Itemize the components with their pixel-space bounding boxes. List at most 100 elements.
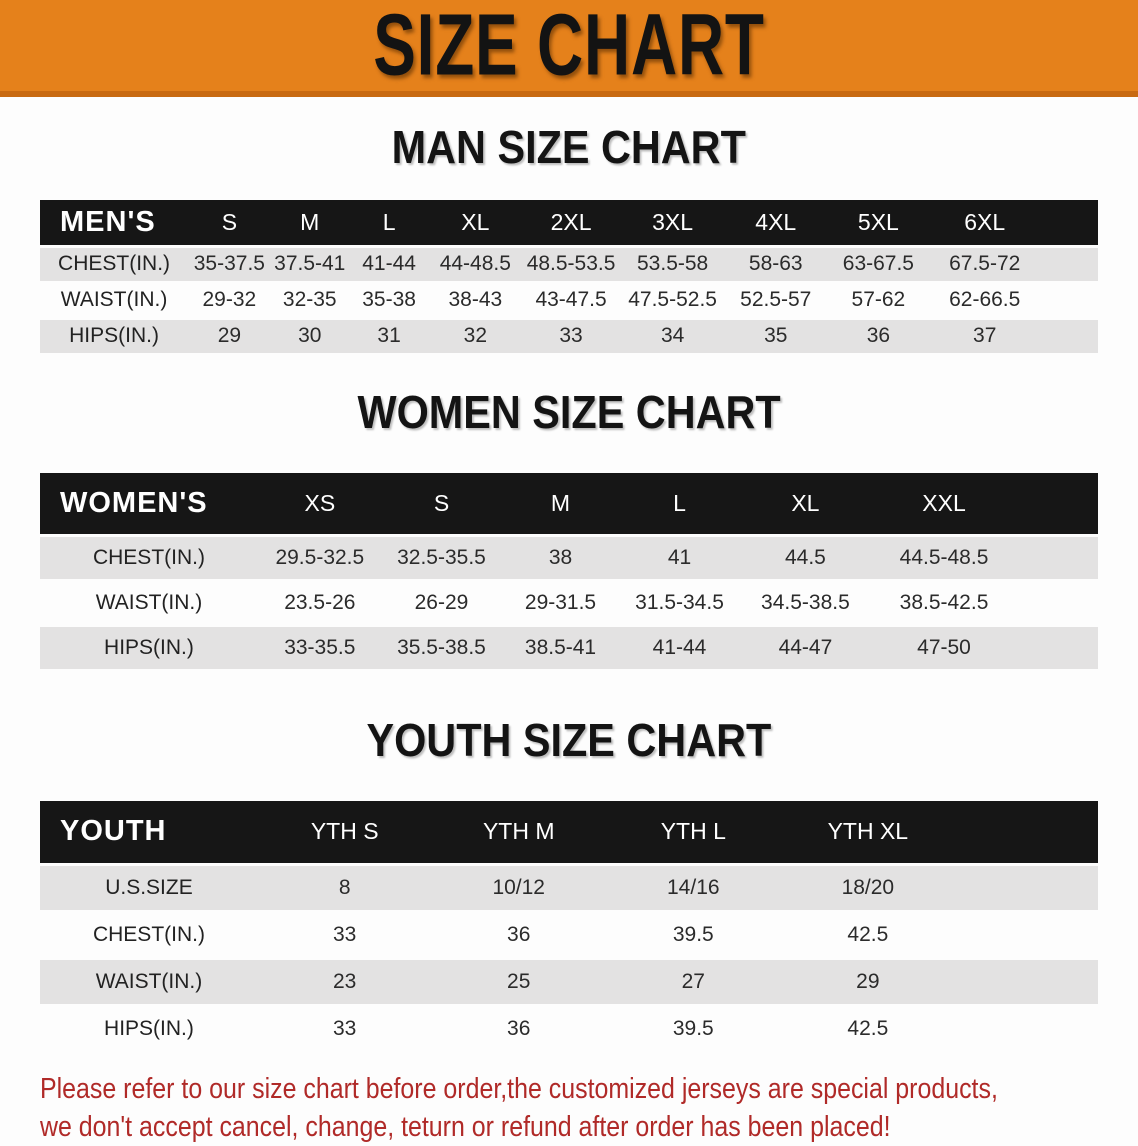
filler-cell	[955, 864, 1098, 913]
table-cell: 34	[620, 318, 725, 356]
men-section-heading: MAN SIZE CHART	[0, 121, 1138, 182]
size-column-header: L	[619, 472, 740, 537]
table-row: WAIST(IN.) 23.5-26 26-29 29-31.5 31.5-34.5 34…	[40, 580, 1098, 627]
table-cell: 36	[431, 911, 606, 960]
table-row: CHEST(IN.) 35-37.5 37.5-41 41-44 44-48.5 48.5…	[40, 246, 1098, 284]
table-cell: 32	[429, 318, 522, 356]
size-column-header: 3XL	[620, 200, 725, 248]
row-label: WAIST(IN.)	[40, 282, 189, 320]
table-cell: 47.5-52.5	[620, 282, 725, 320]
filler-cell	[1039, 246, 1098, 284]
table-cell: 38.5-42.5	[871, 580, 1017, 627]
table-cell: 27	[606, 958, 781, 1007]
table-row: HIPS(IN.) 33-35.5 35.5-38.5 38.5-41 41-44 44-…	[40, 625, 1098, 672]
filler-cell	[955, 1005, 1098, 1054]
table-cell: 67.5-72	[929, 246, 1040, 284]
table-cell: 44.5	[739, 535, 872, 582]
size-column-header: 2XL	[521, 200, 621, 248]
table-cell: 42.5	[780, 1005, 956, 1054]
table-row: CHEST(IN.) 33 36 39.5 42.5	[40, 911, 1098, 960]
table-cell: 33	[257, 1005, 432, 1054]
row-label: HIPS(IN.)	[40, 318, 189, 356]
disclaimer-line-2: we don't accept cancel, change, teturn o…	[40, 1110, 891, 1143]
filler-cell	[1016, 580, 1098, 627]
size-column-header: 5XL	[827, 200, 930, 248]
women-section-heading-text: WOMEN SIZE CHART	[357, 385, 781, 438]
table-row: HIPS(IN.) 29 30 31 32 33 34 35 36 37	[40, 318, 1098, 356]
table-cell: 31.5-34.5	[619, 580, 740, 627]
size-column-header: S	[188, 200, 271, 248]
table-cell: 38	[501, 535, 620, 582]
banner: SIZE CHART	[0, 0, 1138, 97]
row-label: HIPS(IN.)	[40, 625, 258, 672]
table-cell: 34.5-38.5	[739, 580, 872, 627]
table-cell: 10/12	[431, 864, 606, 913]
table-cell: 44-47	[739, 625, 872, 672]
youth-section-heading-text: YOUTH SIZE CHART	[366, 714, 772, 766]
men-section-heading-text: MAN SIZE CHART	[391, 121, 747, 173]
size-column-header: S	[381, 472, 502, 537]
table-header-row: WOMEN'S XS S M L XL XXL	[40, 472, 1098, 537]
filler-cell	[1039, 318, 1098, 356]
table-cell: 32.5-35.5	[381, 535, 502, 582]
table-cell: 35.5-38.5	[381, 625, 502, 672]
table-cell: 35-38	[348, 282, 430, 320]
youth-section-heading: YOUTH SIZE CHART	[0, 714, 1138, 775]
table-corner-label: WOMEN'S	[40, 472, 258, 537]
filler-cell	[1016, 472, 1098, 537]
size-column-header: YTH XL	[780, 801, 956, 866]
table-cell: 41	[619, 535, 740, 582]
table-cell: 14/16	[606, 864, 781, 913]
size-column-header: L	[348, 200, 430, 248]
table-cell: 44-48.5	[429, 246, 522, 284]
filler-cell	[955, 801, 1098, 866]
table-cell: 47-50	[871, 625, 1017, 672]
table-cell: 48.5-53.5	[521, 246, 621, 284]
table-cell: 26-29	[381, 580, 502, 627]
table-cell: 8	[257, 864, 432, 913]
table-cell: 44.5-48.5	[871, 535, 1017, 582]
table-cell: 53.5-58	[620, 246, 725, 284]
filler-cell	[1039, 200, 1098, 248]
row-label: U.S.SIZE	[40, 864, 258, 913]
table-cell: 38-43	[429, 282, 522, 320]
table-cell: 25	[431, 958, 606, 1007]
size-column-header: XS	[257, 472, 382, 537]
table-cell: 23	[257, 958, 432, 1007]
table-cell: 62-66.5	[929, 282, 1040, 320]
filler-cell	[1016, 625, 1098, 672]
page-title: SIZE CHART	[373, 0, 765, 94]
disclaimer-line-1: Please refer to our size chart before or…	[40, 1072, 998, 1105]
table-header-row: MEN'S S M L XL 2XL 3XL 4XL 5XL 6XL	[40, 200, 1098, 248]
table-cell: 52.5-57	[724, 282, 828, 320]
filler-cell	[955, 911, 1098, 960]
row-label: CHEST(IN.)	[40, 911, 258, 960]
youth-size-table: YOUTH YTH S YTH M YTH L YTH XL U.S.SIZE 8 10/1…	[40, 801, 1098, 1054]
table-cell: 29	[188, 318, 271, 356]
row-label: CHEST(IN.)	[40, 535, 258, 582]
size-column-header: XL	[429, 200, 522, 248]
disclaimer-note: Please refer to our size chart before or…	[40, 1070, 1138, 1146]
table-cell: 57-62	[827, 282, 930, 320]
table-cell: 37.5-41	[270, 246, 349, 284]
table-corner-label: MEN'S	[40, 200, 189, 248]
table-cell: 39.5	[606, 1005, 781, 1054]
table-row: WAIST(IN.) 29-32 32-35 35-38 38-43 43-47.5 47.…	[40, 282, 1098, 320]
table-cell: 23.5-26	[257, 580, 382, 627]
table-cell: 29-31.5	[501, 580, 620, 627]
table-cell: 33	[521, 318, 621, 356]
mens-size-table: MEN'S S M L XL 2XL 3XL 4XL 5XL 6XL CHEST(IN.) 35-3…	[40, 200, 1098, 356]
table-cell: 38.5-41	[501, 625, 620, 672]
table-cell: 58-63	[724, 246, 828, 284]
table-cell: 36	[431, 1005, 606, 1054]
table-cell: 18/20	[780, 864, 956, 913]
table-row: CHEST(IN.) 29.5-32.5 32.5-35.5 38 41 44.5 44.5…	[40, 535, 1098, 582]
row-label: WAIST(IN.)	[40, 580, 258, 627]
size-column-header: YTH S	[257, 801, 432, 866]
table-row: U.S.SIZE 8 10/12 14/16 18/20	[40, 864, 1098, 913]
table-cell: 33-35.5	[257, 625, 382, 672]
table-cell: 30	[270, 318, 349, 356]
table-header-row: YOUTH YTH S YTH M YTH L YTH XL	[40, 801, 1098, 866]
table-cell: 29	[780, 958, 956, 1007]
table-cell: 36	[827, 318, 930, 356]
